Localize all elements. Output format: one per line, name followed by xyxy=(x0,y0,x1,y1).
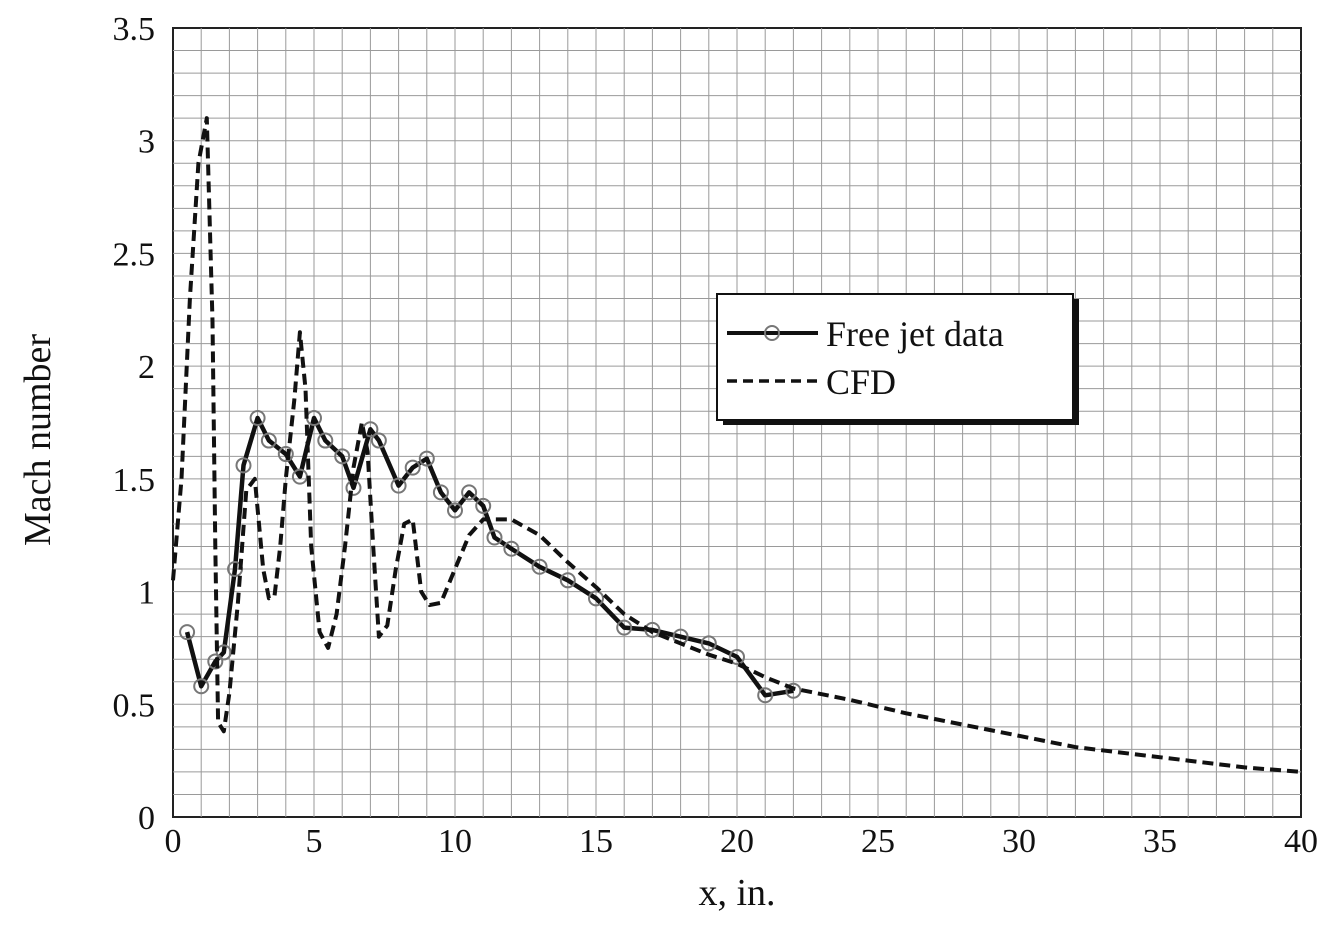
data-point xyxy=(207,653,224,670)
y-tick-label: 1 xyxy=(138,575,155,612)
x-tick-label: 15 xyxy=(579,823,613,860)
data-point xyxy=(404,459,421,476)
x-tick-label: 5 xyxy=(306,823,323,860)
x-tick-label: 35 xyxy=(1143,823,1177,860)
y-tick-label: 2 xyxy=(138,349,155,386)
x-tick-label: 10 xyxy=(438,823,472,860)
data-point xyxy=(616,619,633,636)
data-point xyxy=(475,497,492,514)
data-point xyxy=(432,484,449,501)
data-point xyxy=(215,644,232,661)
series-layer xyxy=(171,116,1302,774)
y-tick-label: 2.5 xyxy=(113,236,156,273)
data-point xyxy=(235,457,252,474)
series-line-free-jet-data xyxy=(184,415,794,698)
data-point xyxy=(447,502,463,519)
data-point xyxy=(277,446,294,463)
x-tick-label: 20 xyxy=(720,823,754,860)
y-axis-label: Mach number xyxy=(17,334,59,546)
data-point xyxy=(317,432,334,449)
y-tick-label: 3.5 xyxy=(113,11,156,48)
legend-marker-free-jet xyxy=(764,325,780,341)
data-point xyxy=(390,477,407,494)
y-tick-label: 0.5 xyxy=(113,687,156,724)
data-point xyxy=(461,484,478,501)
x-tick-label: 40 xyxy=(1284,823,1318,860)
data-point xyxy=(193,678,210,695)
x-tick-label: 30 xyxy=(1002,823,1036,860)
series-line-cfd xyxy=(171,116,1302,774)
data-point xyxy=(785,682,802,699)
data-point xyxy=(249,409,266,426)
y-tick-label: 3 xyxy=(138,124,155,161)
data-point xyxy=(757,687,774,704)
y-tick-label: 0 xyxy=(138,800,155,837)
data-point xyxy=(503,540,520,557)
y-tick-labels: 0 0.5 1 1.5 2 2.5 3 3.5 xyxy=(113,11,156,837)
legend: Free jet data CFD xyxy=(716,293,1079,425)
data-point xyxy=(179,624,196,641)
data-point xyxy=(531,558,548,575)
x-tick-label: 0 xyxy=(165,823,182,860)
data-point xyxy=(700,635,717,652)
x-tick-label: 25 xyxy=(861,823,895,860)
data-point xyxy=(559,572,576,589)
data-point xyxy=(260,432,277,449)
data-point xyxy=(370,432,387,449)
legend-label-cfd: CFD xyxy=(826,362,896,402)
data-point xyxy=(418,450,435,467)
data-point xyxy=(486,529,503,546)
data-point xyxy=(334,448,351,465)
x-tick-labels: 0 5 10 15 20 25 30 35 40 xyxy=(165,823,1319,860)
y-tick-label: 1.5 xyxy=(113,462,156,499)
x-axis-label: x, in. xyxy=(698,872,775,914)
legend-box xyxy=(716,293,1074,421)
legend-label-free-jet: Free jet data xyxy=(826,314,1004,354)
data-point xyxy=(588,590,604,607)
data-point xyxy=(729,648,745,665)
